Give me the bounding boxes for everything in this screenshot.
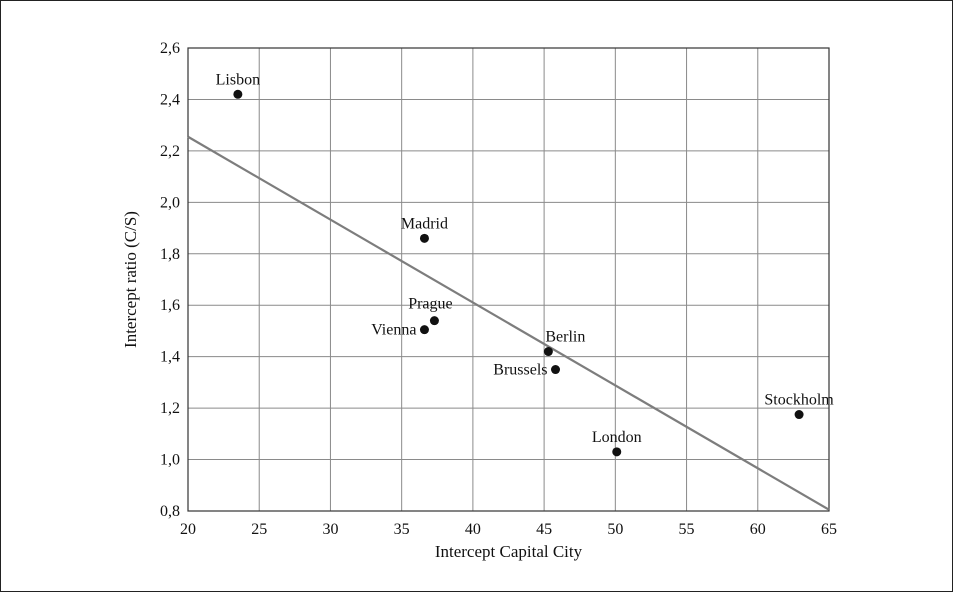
- x-tick-label: 25: [251, 521, 267, 538]
- data-points: Lisbon Madrid Prague Vienna Berlin Brussels Lo…: [216, 71, 834, 457]
- x-axis-label: Intercept Capital City: [435, 542, 583, 561]
- data-point: [233, 89, 243, 99]
- data-point: [419, 325, 429, 335]
- data-point-label: Madrid: [401, 215, 448, 232]
- y-tick-label: 1,8: [160, 246, 180, 263]
- y-tick-label: 2,2: [160, 143, 180, 160]
- data-point: [794, 410, 804, 420]
- x-tick-label: 50: [607, 521, 623, 538]
- data-point: [551, 365, 561, 375]
- data-point-label: Brussels: [493, 362, 547, 379]
- data-point: [612, 447, 622, 457]
- y-tick-label: 1,2: [160, 400, 180, 417]
- x-axis-ticks: 20 25 30 35 40 45 50 55 60 65: [180, 521, 837, 538]
- x-tick-label: 55: [679, 521, 695, 538]
- data-point-label: Prague: [408, 296, 452, 313]
- x-tick-label: 35: [394, 521, 410, 538]
- x-tick-label: 65: [821, 521, 837, 538]
- y-tick-label: 2,0: [160, 194, 180, 211]
- data-point-label: Stockholm: [764, 392, 834, 409]
- y-tick-label: 1,0: [160, 452, 180, 469]
- x-tick-label: 30: [322, 521, 338, 538]
- data-point: [543, 347, 553, 357]
- x-tick-label: 20: [180, 521, 196, 538]
- x-tick-label: 60: [750, 521, 766, 538]
- y-axis-ticks: 0,8 1,0 1,2 1,4 1,6 1,8 2,0 2,2 2,4 2,6: [160, 40, 180, 520]
- grid-lines: [188, 48, 829, 511]
- data-point: [429, 316, 439, 326]
- y-axis-label: Intercept ratio (C/S): [121, 211, 140, 348]
- x-tick-label: 40: [465, 521, 481, 538]
- y-tick-label: 2,6: [160, 40, 180, 57]
- y-tick-label: 1,6: [160, 297, 180, 314]
- data-point-label: Berlin: [545, 329, 585, 346]
- data-point-label: Lisbon: [216, 71, 260, 88]
- plot-area: [187, 47, 830, 512]
- trend-line: [187, 135, 830, 511]
- y-tick-label: 1,4: [160, 349, 180, 366]
- x-tick-label: 45: [536, 521, 552, 538]
- y-tick-label: 2,4: [160, 91, 180, 108]
- data-point-label: Vienna: [371, 322, 416, 339]
- data-point: [419, 233, 429, 243]
- y-tick-label: 0,8: [160, 503, 180, 520]
- data-point-label: London: [592, 429, 642, 446]
